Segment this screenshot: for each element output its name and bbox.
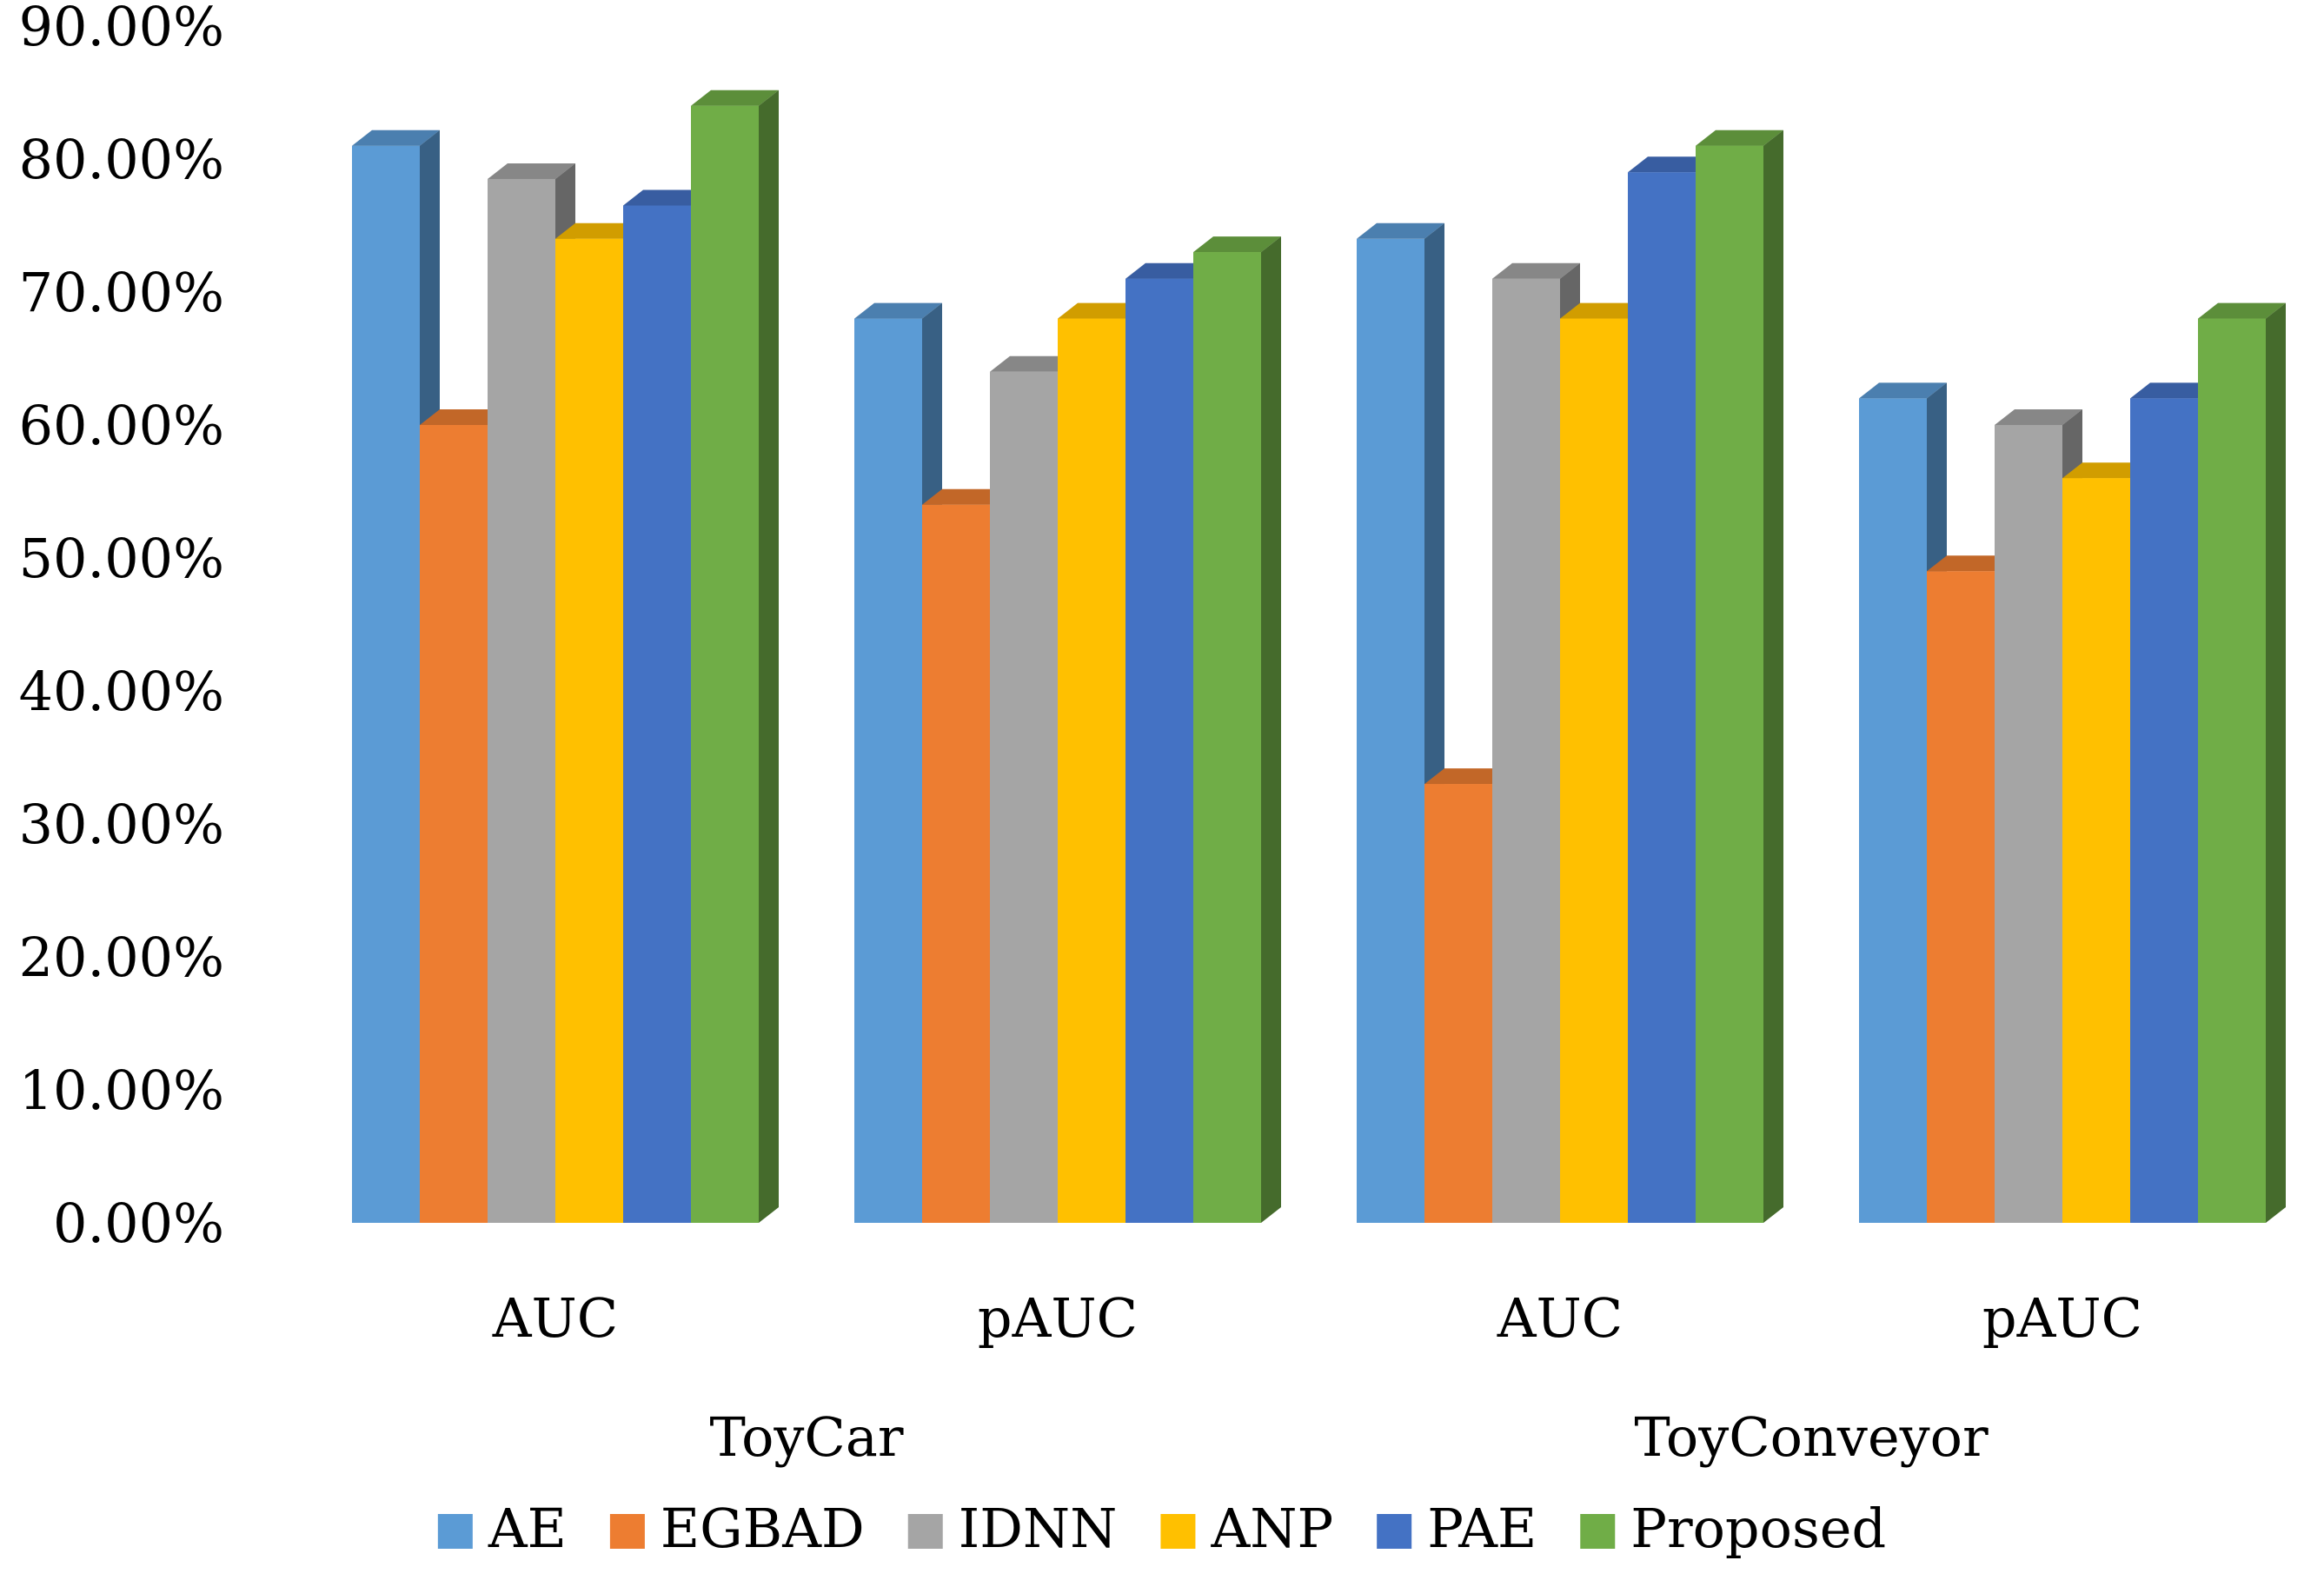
bar-top	[1628, 156, 1716, 173]
legend-item-anp: ANP	[1160, 1497, 1333, 1560]
bar-top	[1560, 302, 1648, 319]
bar-front-overlay	[1424, 784, 1492, 1223]
bar-top	[352, 129, 440, 146]
legend-label: ANP	[1210, 1497, 1333, 1560]
y-tick-label: 40.00%	[19, 660, 224, 723]
bar-top	[691, 90, 779, 106]
bar-top	[1696, 129, 1783, 146]
bar-top	[1859, 382, 1947, 399]
bars-layer	[352, 90, 2286, 1224]
legend-swatch	[437, 1514, 473, 1549]
bar-front-overlay	[1927, 571, 1995, 1223]
legend-swatch	[1160, 1514, 1196, 1549]
bar-top	[1125, 262, 1213, 279]
bar-front-overlay	[488, 178, 555, 1224]
bar-top	[990, 355, 1078, 372]
bar-top	[1995, 409, 2082, 425]
bar-side	[759, 90, 779, 1223]
bar-front-overlay	[1560, 318, 1628, 1224]
y-tick-label: 80.00%	[19, 128, 224, 191]
bar-front-overlay	[691, 105, 759, 1223]
legend-item-egbad: EGBAD	[609, 1497, 865, 1560]
y-tick-label: 50.00%	[19, 527, 224, 590]
legend-label: AE	[488, 1497, 567, 1560]
legend-item-proposed: Proposed	[1580, 1497, 1886, 1560]
y-tick-label: 60.00%	[19, 394, 224, 457]
legend-label: EGBAD	[661, 1497, 865, 1560]
bar-top	[1424, 768, 1512, 785]
legend-swatch	[609, 1514, 645, 1549]
bar-side	[1261, 236, 1281, 1224]
group-label: ToyCar	[710, 1405, 904, 1469]
legend-swatch	[1580, 1514, 1616, 1549]
legend-label: IDNN	[959, 1497, 1118, 1560]
bar-top	[420, 409, 508, 425]
y-tick-label: 70.00%	[19, 261, 224, 324]
bar-front	[1859, 398, 1927, 1223]
y-tick-label: 90.00%	[19, 0, 224, 58]
legend-swatch	[907, 1514, 943, 1549]
bar-front-overlay	[623, 205, 691, 1223]
bar-front-overlay	[2062, 478, 2130, 1223]
bar-top	[2130, 382, 2218, 399]
bar-top	[555, 222, 643, 239]
bar-top	[922, 488, 1010, 505]
bar-top	[2198, 302, 2286, 319]
bar-front-overlay	[1995, 425, 2062, 1223]
bar-top	[623, 189, 711, 206]
bar-front	[352, 145, 420, 1224]
bar-top	[2062, 462, 2150, 479]
legend-item-ae: AE	[437, 1497, 567, 1560]
y-axis-ticks: 0.00% 10.00% 20.00% 30.00% 40.00% 50.00% 60.00…	[19, 0, 224, 1255]
bar-front-overlay	[420, 425, 488, 1223]
legend: AE EGBAD IDNN ANP PAE Proposed	[437, 1497, 1886, 1560]
bar-front-overlay	[1696, 145, 1763, 1224]
bar-front-overlay	[2130, 398, 2198, 1223]
bar-front-overlay	[2198, 318, 2266, 1224]
bar-top	[1193, 236, 1281, 253]
bar-top	[1492, 262, 1580, 279]
bar-front-overlay	[990, 371, 1058, 1223]
legend-item-idnn: IDNN	[907, 1497, 1118, 1560]
group-label: ToyConveyor	[1634, 1405, 1989, 1469]
legend-swatch	[1377, 1514, 1412, 1549]
bar-front	[854, 318, 922, 1224]
bar-front-overlay	[1058, 318, 1125, 1224]
y-tick-label: 20.00%	[19, 926, 224, 989]
y-tick-label: 30.00%	[19, 793, 224, 856]
bar-top	[1058, 302, 1145, 319]
bar-front-overlay	[1628, 172, 1696, 1223]
category-label: AUC	[1497, 1286, 1623, 1350]
bar-top	[488, 163, 575, 179]
bar-top	[854, 302, 942, 319]
category-label: AUC	[492, 1286, 618, 1350]
bar-front	[1357, 238, 1424, 1223]
legend-label: PAE	[1427, 1497, 1537, 1560]
y-tick-label: 10.00%	[19, 1059, 224, 1122]
x-axis-categories: AUC pAUC AUC pAUC	[492, 1286, 2142, 1350]
bar-front-overlay	[922, 504, 990, 1223]
category-label: pAUC	[1982, 1286, 2142, 1350]
bar-front-overlay	[1492, 278, 1560, 1224]
legend-item-pae: PAE	[1377, 1497, 1537, 1560]
bar-front-overlay	[1193, 252, 1261, 1224]
bar-top	[1927, 555, 2015, 572]
bar-top	[1357, 222, 1444, 239]
bar-side	[1763, 129, 1783, 1224]
x-axis-groups: ToyCar ToyConveyor	[710, 1405, 1989, 1469]
bar-front-overlay	[1125, 278, 1193, 1224]
bar-side	[2266, 302, 2286, 1224]
category-label: pAUC	[978, 1286, 1138, 1350]
legend-label: Proposed	[1630, 1497, 1886, 1560]
bar-front-overlay	[555, 238, 623, 1223]
y-tick-label: 0.00%	[53, 1192, 224, 1255]
